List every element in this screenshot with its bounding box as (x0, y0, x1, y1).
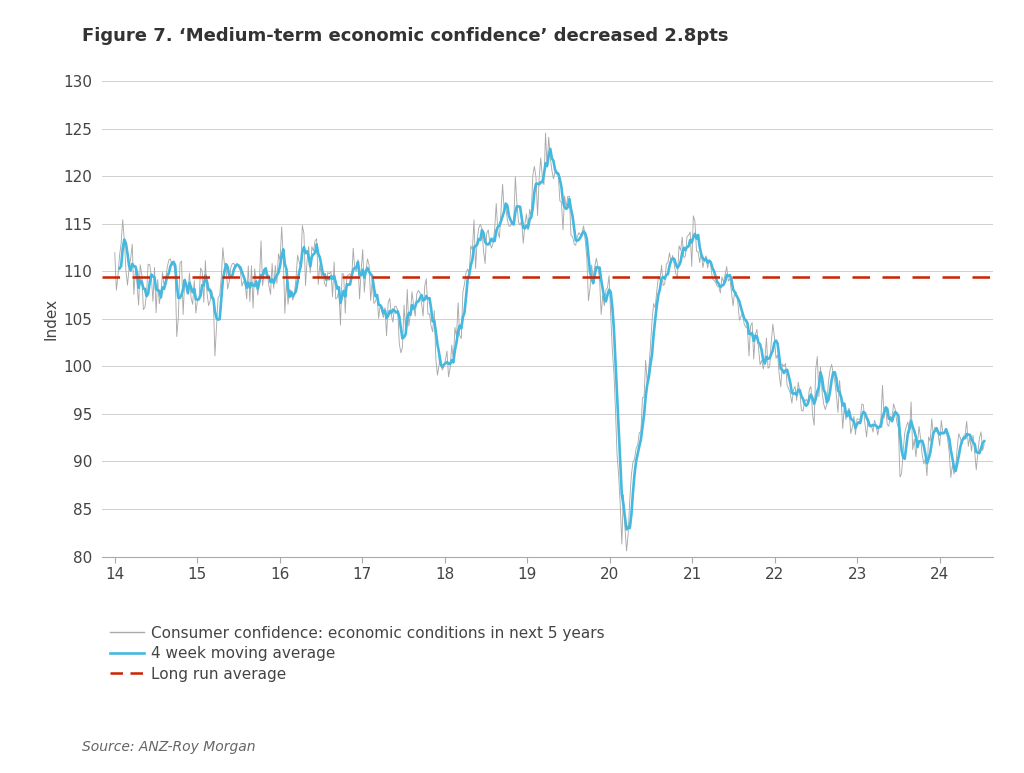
Text: Source: ANZ-Roy Morgan: Source: ANZ-Roy Morgan (82, 740, 255, 754)
Y-axis label: Index: Index (43, 298, 58, 340)
Legend: Consumer confidence: economic conditions in next 5 years, 4 week moving average,: Consumer confidence: economic conditions… (110, 626, 605, 682)
Text: Figure 7. ‘Medium-term economic confidence’ decreased 2.8pts: Figure 7. ‘Medium-term economic confiden… (82, 27, 728, 45)
